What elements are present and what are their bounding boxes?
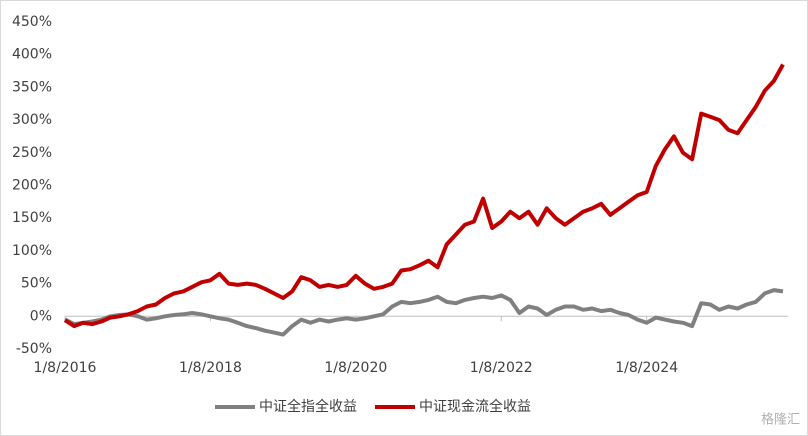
- y-tick-label: 100%: [12, 243, 52, 259]
- y-tick-label: 200%: [12, 178, 52, 194]
- y-tick-label: 350%: [12, 79, 52, 95]
- legend-label: 中证全指全收益: [259, 398, 357, 415]
- y-tick-label: 400%: [12, 47, 52, 63]
- y-tick-label: 150%: [12, 210, 52, 226]
- y-tick-label: 0%: [30, 308, 52, 324]
- y-tick-label: 300%: [12, 112, 52, 128]
- x-tick-label: 1/8/2022: [470, 360, 533, 376]
- y-tick-label: 250%: [12, 145, 52, 161]
- y-tick-label: 450%: [12, 14, 52, 30]
- series-line: [63, 63, 785, 329]
- x-tick-label: 1/8/2024: [615, 360, 678, 376]
- y-tick-label: -50%: [16, 341, 52, 357]
- legend-label: 中证现金流全收益: [419, 398, 531, 415]
- series-line: [64, 288, 784, 337]
- watermark: 格隆汇: [761, 412, 800, 428]
- x-tick-label: 1/8/2018: [179, 360, 242, 376]
- x-tick-label: 1/8/2020: [324, 360, 387, 376]
- y-tick-label: 50%: [21, 276, 52, 292]
- x-tick-label: 1/8/2016: [34, 360, 97, 376]
